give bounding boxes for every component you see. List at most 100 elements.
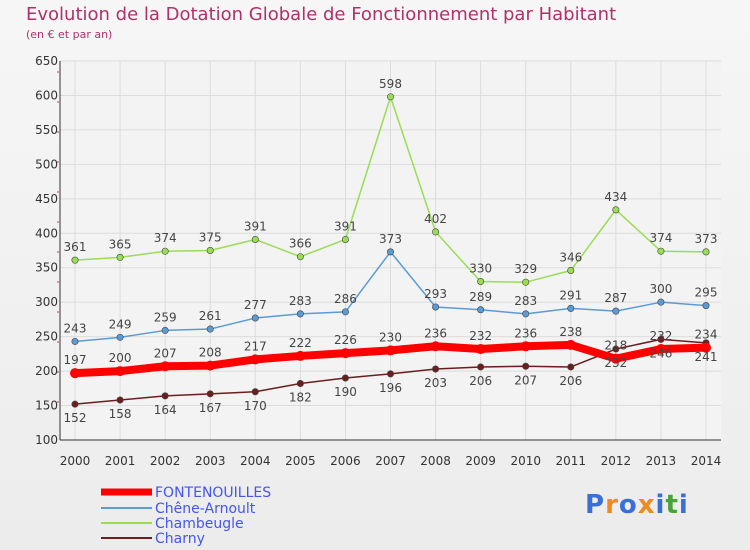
- data-label: 391: [244, 219, 267, 233]
- data-label: 366: [289, 237, 312, 251]
- data-point: [71, 337, 79, 345]
- data-point: [71, 256, 79, 264]
- data-label: 293: [424, 287, 447, 301]
- logo-letter: P: [585, 490, 606, 520]
- legend-label: Chambeugle: [155, 516, 244, 532]
- data-point: [655, 344, 666, 355]
- logo-letter: i: [655, 490, 666, 520]
- data-label: 200: [109, 351, 132, 365]
- data-point: [522, 362, 530, 370]
- data-point: [205, 360, 216, 371]
- logo-letter: x: [637, 490, 656, 520]
- x-tick-label: 2011: [556, 454, 587, 468]
- data-label: 286: [334, 292, 357, 306]
- data-point: [295, 350, 306, 361]
- data-label: 330: [469, 262, 492, 276]
- y-tick-label: 650: [35, 54, 58, 68]
- x-tick-label: 2007: [375, 454, 406, 468]
- data-point: [116, 333, 124, 341]
- logo-letter: r: [605, 490, 619, 520]
- data-label: 346: [559, 250, 582, 264]
- data-point: [250, 354, 261, 365]
- x-tick-label: 2010: [510, 454, 541, 468]
- data-point: [657, 335, 665, 343]
- data-point: [161, 392, 169, 400]
- data-point: [206, 390, 214, 398]
- data-point: [251, 314, 259, 322]
- data-point: [522, 310, 530, 318]
- data-label: 158: [109, 407, 132, 421]
- data-point: [702, 248, 710, 256]
- data-point: [340, 348, 351, 359]
- data-label: 329: [514, 262, 537, 276]
- data-point: [296, 379, 304, 387]
- data-point: [477, 363, 485, 371]
- data-point: [520, 341, 531, 352]
- data-point: [206, 247, 214, 255]
- data-label: 217: [244, 339, 267, 353]
- x-tick-label: 2012: [601, 454, 632, 468]
- x-tick-label: 2001: [105, 454, 136, 468]
- data-label: 249: [109, 317, 132, 331]
- data-label: 300: [649, 282, 672, 296]
- legend-label: Chêne-Arnoult: [155, 501, 256, 517]
- data-label: 434: [604, 190, 627, 204]
- proxiti-logo: Proxiti: [585, 490, 689, 520]
- data-point: [115, 366, 126, 377]
- data-label: 196: [379, 381, 402, 395]
- data-point: [385, 345, 396, 356]
- data-label: 197: [64, 353, 87, 367]
- legend-label: Charny: [155, 531, 205, 547]
- y-tick-label: 100: [35, 433, 58, 447]
- data-label: 598: [379, 77, 402, 91]
- legend-label: FONTENOUILLES: [155, 485, 271, 501]
- data-point: [341, 235, 349, 243]
- data-label: 374: [649, 231, 672, 245]
- data-point: [567, 363, 575, 371]
- y-tick-label: 200: [35, 364, 58, 378]
- logo-letter: i: [678, 490, 689, 520]
- data-point: [341, 308, 349, 316]
- x-tick-label: 2002: [150, 454, 181, 468]
- data-label: 391: [334, 219, 357, 233]
- data-point: [206, 325, 214, 333]
- x-tick-label: 2013: [646, 454, 677, 468]
- data-label: 402: [424, 212, 447, 226]
- data-label: 190: [334, 385, 357, 399]
- data-label: 261: [199, 309, 222, 323]
- data-label: 259: [154, 310, 177, 324]
- data-point: [612, 345, 620, 353]
- data-point: [386, 93, 394, 101]
- data-label: 243: [64, 321, 87, 335]
- data-label: 207: [514, 373, 537, 387]
- data-point: [612, 307, 620, 315]
- data-label: 289: [469, 290, 492, 304]
- y-tick-label: 250: [35, 330, 58, 344]
- data-label: 234: [695, 328, 718, 342]
- data-label: 170: [244, 399, 267, 413]
- data-point: [432, 365, 440, 373]
- x-tick-label: 2005: [285, 454, 316, 468]
- data-point: [296, 310, 304, 318]
- x-tick-label: 2006: [330, 454, 361, 468]
- chart-title: Evolution de la Dotation Globale de Fonc…: [26, 4, 617, 25]
- data-point: [116, 396, 124, 404]
- x-tick-label: 2008: [420, 454, 451, 468]
- data-label: 206: [559, 374, 582, 388]
- y-tick-label: 600: [35, 88, 58, 102]
- data-label: 236: [514, 326, 537, 340]
- data-label: 182: [289, 390, 312, 404]
- data-point: [251, 388, 259, 396]
- data-point: [657, 298, 665, 306]
- x-tick-label: 2003: [195, 454, 226, 468]
- data-label: 203: [424, 376, 447, 390]
- data-label: 232: [604, 356, 627, 370]
- x-tick-label: 2009: [465, 454, 496, 468]
- y-tick-label: 300: [35, 295, 58, 309]
- y-tick-label: 400: [35, 226, 58, 240]
- data-label: 365: [109, 237, 132, 251]
- x-tick-label: 2014: [691, 454, 722, 468]
- y-tick-label: 550: [35, 123, 58, 137]
